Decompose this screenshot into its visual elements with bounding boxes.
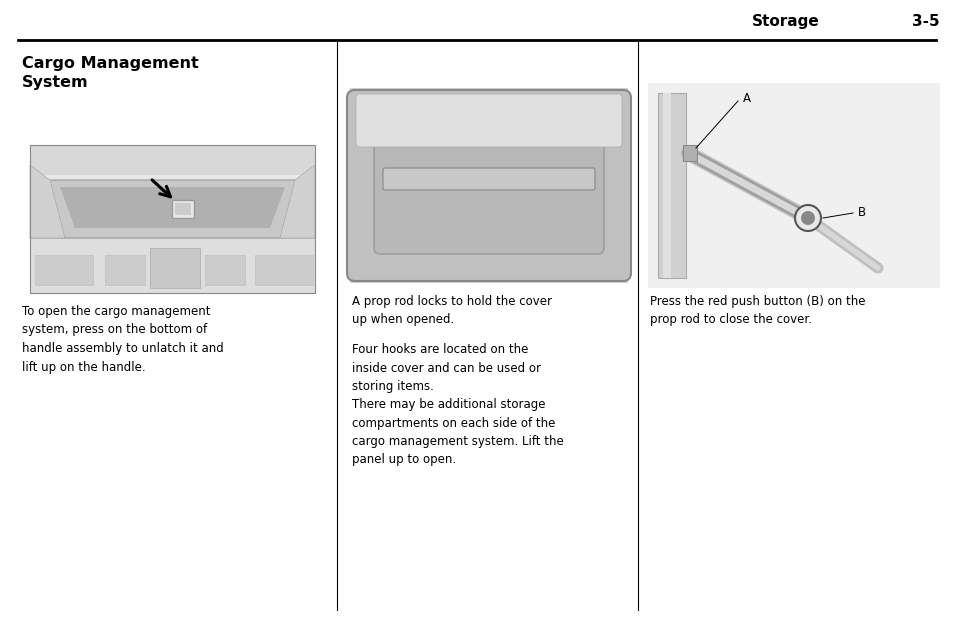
Bar [172,200,193,218]
Bar [30,238,314,293]
Bar [658,93,685,278]
Text: B: B [857,207,865,219]
Text: Press the red push button (B) on the
prop rod to close the cover.: Press the red push button (B) on the pro… [649,295,864,327]
Bar [254,255,313,285]
Text: A prop rod locks to hold the cover
up when opened.: A prop rod locks to hold the cover up wh… [352,295,552,327]
Polygon shape [60,187,285,228]
Bar [350,88,627,283]
FancyBboxPatch shape [374,112,603,254]
Bar [647,83,939,288]
Polygon shape [45,180,299,238]
Polygon shape [30,165,65,238]
Text: Cargo Management
System: Cargo Management System [22,56,198,89]
Bar [35,255,92,285]
Bar [150,248,200,288]
Bar [662,93,670,278]
Circle shape [801,211,814,225]
Bar [30,145,314,293]
FancyBboxPatch shape [355,94,621,147]
Circle shape [794,205,821,231]
Bar [682,145,697,161]
Text: A: A [742,91,750,105]
Bar [105,255,145,285]
Bar [205,255,245,285]
Bar [174,203,191,215]
Polygon shape [280,165,314,238]
Text: Storage: Storage [752,14,820,29]
FancyBboxPatch shape [347,90,630,281]
Bar [30,145,314,175]
Text: Four hooks are located on the
inside cover and can be used or
storing items.: Four hooks are located on the inside cov… [352,343,540,393]
FancyBboxPatch shape [382,168,595,190]
Text: There may be additional storage
compartments on each side of the
cargo managemen: There may be additional storage compartm… [352,398,563,466]
Bar [30,145,314,293]
Bar [154,255,194,285]
Text: To open the cargo management
system, press on the bottom of
handle assembly to u: To open the cargo management system, pre… [22,305,224,373]
Text: 3-5: 3-5 [911,14,939,29]
